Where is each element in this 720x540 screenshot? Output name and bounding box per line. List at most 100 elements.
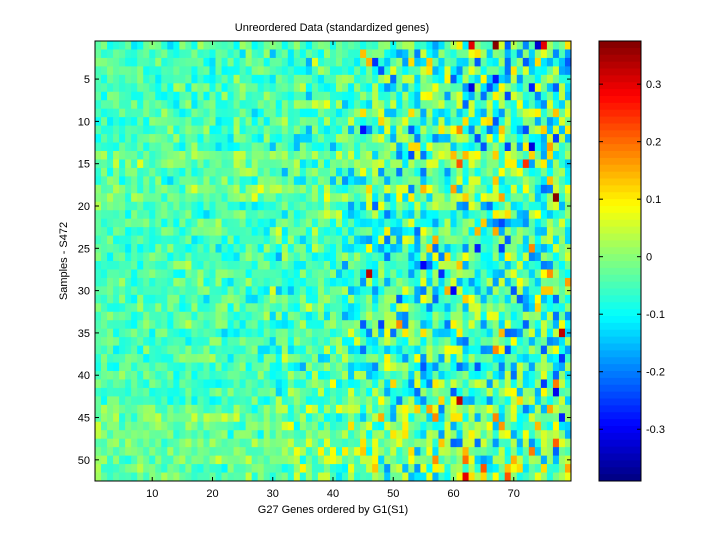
heatmap-cell	[432, 277, 439, 287]
heatmap-cell	[534, 464, 542, 473]
heatmap-cell	[245, 49, 253, 59]
heatmap-cell	[203, 235, 210, 245]
heatmap-cell	[155, 125, 162, 135]
heatmap-cell	[221, 472, 228, 482]
heatmap-cell	[299, 184, 307, 194]
heatmap-cell	[492, 311, 500, 321]
heatmap-cell	[390, 430, 397, 440]
heatmap-cell	[275, 320, 283, 330]
heatmap-cell	[161, 345, 168, 355]
heatmap-cell	[305, 235, 313, 245]
heatmap-cell	[396, 362, 403, 372]
heatmap-cell	[251, 404, 259, 414]
heatmap-cell	[360, 74, 367, 84]
heatmap-cell	[564, 404, 572, 414]
heatmap-cell	[287, 49, 295, 59]
heatmap-cell	[420, 455, 427, 465]
heatmap-cell	[167, 286, 174, 296]
heatmap-cell	[299, 159, 307, 169]
heatmap-cell	[95, 83, 102, 93]
heatmap-cell	[209, 235, 216, 245]
heatmap-cell	[329, 91, 337, 101]
heatmap-cell	[498, 83, 506, 93]
heatmap-cell	[486, 447, 494, 457]
heatmap-cell	[275, 311, 283, 321]
heatmap-cell	[498, 151, 506, 160]
heatmap-cell	[396, 117, 403, 127]
heatmap-cell	[456, 117, 463, 127]
heatmap-cell	[342, 100, 349, 110]
heatmap-cell	[564, 134, 572, 143]
heatmap-cell	[101, 286, 108, 296]
heatmap-cell	[173, 100, 180, 110]
heatmap-cell	[269, 320, 277, 330]
heatmap-cell	[233, 438, 241, 448]
heatmap-cell	[372, 83, 379, 93]
heatmap-cell	[125, 227, 132, 237]
heatmap-cell	[317, 167, 325, 177]
heatmap-cell	[390, 159, 397, 169]
heatmap-cell	[366, 235, 373, 245]
heatmap-cell	[131, 91, 138, 101]
heatmap-cell	[504, 286, 512, 296]
heatmap-cell	[251, 430, 259, 440]
heatmap-cell	[143, 337, 150, 347]
heatmap-cell	[528, 362, 536, 372]
heatmap-cell	[522, 294, 530, 304]
heatmap-cell	[480, 134, 488, 143]
heatmap-cell	[143, 210, 150, 220]
heatmap-cell	[336, 396, 343, 406]
heatmap-cell	[450, 57, 457, 67]
heatmap-cell	[414, 176, 421, 186]
heatmap-cell	[251, 371, 259, 380]
heatmap-cell	[396, 294, 403, 304]
heatmap-cell	[546, 74, 554, 84]
heatmap-cell	[498, 337, 506, 347]
heatmap-cell	[468, 167, 475, 177]
heatmap-cell	[125, 328, 132, 338]
heatmap-cell	[245, 159, 253, 169]
heatmap-cell	[173, 320, 180, 330]
heatmap-cell	[516, 151, 524, 160]
heatmap-cell	[348, 91, 355, 101]
heatmap-cell	[408, 455, 415, 465]
heatmap-cell	[323, 41, 331, 50]
heatmap-cell	[420, 464, 427, 473]
heatmap-cell	[257, 125, 265, 135]
heatmap-cell	[354, 387, 361, 397]
heatmap-cell	[221, 244, 228, 253]
heatmap-cell	[329, 404, 337, 414]
heatmap-cell	[546, 345, 554, 355]
heatmap-cell	[372, 269, 379, 279]
heatmap-cell	[480, 244, 488, 253]
heatmap-cell	[360, 320, 367, 330]
heatmap-cell	[366, 303, 373, 313]
heatmap-cell	[209, 83, 216, 93]
heatmap-cell	[378, 83, 385, 93]
heatmap-cell	[299, 100, 307, 110]
heatmap-cell	[233, 464, 241, 473]
heatmap-cell	[414, 108, 421, 118]
heatmap-cell	[161, 337, 168, 347]
heatmap-cell	[366, 167, 373, 177]
heatmap-cell	[227, 303, 234, 313]
heatmap-cell	[131, 134, 138, 143]
colorbar	[599, 41, 641, 482]
heatmap-cell	[540, 328, 548, 338]
heatmap-cell	[95, 41, 102, 50]
heatmap-cell	[179, 430, 186, 440]
heatmap-cell	[149, 472, 156, 482]
heatmap-cell	[95, 447, 102, 457]
heatmap-cell	[444, 41, 451, 50]
heatmap-cell	[251, 303, 259, 313]
heatmap-cell	[510, 430, 518, 440]
heatmap-cell	[342, 371, 349, 380]
heatmap-cell	[468, 396, 475, 406]
heatmap-cell	[281, 455, 289, 465]
heatmap-cell	[269, 142, 277, 152]
heatmap-cell	[408, 83, 415, 93]
heatmap-cell	[191, 210, 198, 220]
heatmap-cell	[564, 464, 572, 473]
heatmap-cell	[131, 472, 138, 482]
heatmap-cell	[348, 337, 355, 347]
